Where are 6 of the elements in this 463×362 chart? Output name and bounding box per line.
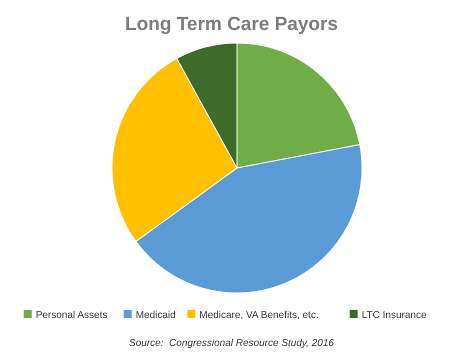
- source-note: Source: Congressional Resource Study, 2016: [129, 338, 334, 349]
- chart-title: Long Term Care Payors: [125, 14, 338, 35]
- legend-label: Personal Assets: [36, 310, 108, 321]
- legend-label: LTC Insurance: [362, 310, 427, 321]
- legend-label: Medicare, VA Benefits, etc.: [199, 310, 319, 321]
- legend-label: Medicaid: [136, 310, 176, 321]
